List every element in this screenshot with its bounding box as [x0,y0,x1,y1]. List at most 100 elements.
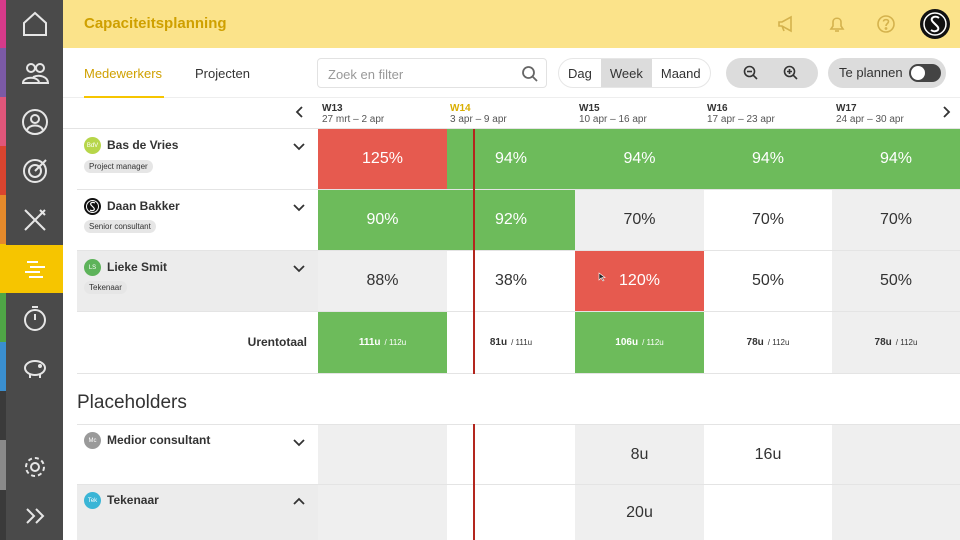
nav-settings[interactable] [6,443,63,491]
chevron-down-icon[interactable] [292,139,306,153]
placeholder-cell[interactable] [704,485,832,540]
search-icon[interactable] [521,65,539,83]
utilization-cell[interactable]: 50% [832,251,960,312]
placeholder-cell[interactable] [447,485,575,540]
utilization-cell[interactable]: 70% [704,190,832,251]
chevron-left-icon[interactable] [292,104,308,120]
week-range: 24 apr – 30 apr [836,114,904,125]
utilization-cell[interactable]: 94% [832,129,960,190]
totals-label: Urentotaal [247,335,307,349]
color-stripe [0,195,6,244]
nav-user[interactable] [6,98,63,146]
employee-name: Lieke Smit [107,260,168,274]
chevron-down-icon[interactable] [292,435,306,449]
week-header: W13 27 mrt – 2 apr W14 3 apr – 9 apr W15… [63,98,960,129]
today-marker [473,424,475,540]
employee-name: Bas de Vries [107,138,179,152]
chevron-right-icon[interactable] [938,104,954,120]
view-mode-switch: Dag Week Maand [558,58,711,88]
utilization-cell[interactable]: 90% [318,190,447,251]
total-cell: 106u/ 112u [575,312,704,374]
logo-icon [923,12,947,36]
week-col-w15: W15 10 apr – 16 apr [579,103,647,126]
color-stripe [0,48,6,97]
avatar: Tek [84,492,101,509]
employee-row-label[interactable]: LS Lieke Smit Tekenaar [77,251,318,312]
utilization-cell[interactable]: 94% [704,129,832,190]
view-month-button[interactable]: Maand [660,65,701,81]
nav-tools[interactable] [6,196,63,244]
utilization-cell[interactable]: 38% [447,251,575,312]
top-header: Capaciteitsplanning [63,0,960,48]
chevron-up-icon[interactable] [292,495,306,509]
placeholder-row-label[interactable]: Tek Tekenaar [77,485,318,540]
planning-icon [24,261,45,278]
account-logo[interactable] [920,9,950,39]
total-capacity: / 111u [511,338,533,347]
placeholder-cell[interactable]: 8u [575,424,704,485]
color-stripe [0,293,6,342]
placeholder-cell[interactable] [318,424,447,485]
total-capacity: / 112u [384,338,407,347]
avatar [84,198,101,215]
placeholder-cell[interactable] [318,485,447,540]
placeholders-heading: Placeholders [77,392,187,413]
utilization-cell[interactable]: 70% [832,190,960,251]
placeholder-row-label[interactable]: Mc Medior consultant [77,424,318,485]
employee-name: Daan Bakker [107,199,180,213]
nav-home[interactable] [6,0,63,48]
total-hours: 106u [615,337,639,348]
nav-finance[interactable] [6,343,63,391]
utilization-cell[interactable]: 88% [318,251,447,312]
expand-icon [25,508,44,524]
placeholder-cell[interactable]: 20u [575,485,704,540]
zoom-out-icon[interactable] [742,64,760,82]
nav-team[interactable] [6,49,63,97]
utilization-cell[interactable]: 125% [318,129,447,190]
stopwatch-icon [23,306,46,331]
utilization-cell[interactable]: 94% [447,129,575,190]
total-capacity: / 112u [642,338,664,347]
utilization-cell[interactable]: 94% [575,129,704,190]
placeholder-name: Tekenaar [107,493,159,507]
tab-projecten[interactable]: Projecten [195,66,250,81]
nav-timer[interactable] [6,294,63,342]
week-code: W14 [450,103,471,114]
employee-row-label[interactable]: BdV Bas de Vries Project manager [77,129,318,190]
logo-icon [86,200,99,213]
te-plannen-toggle[interactable] [909,64,941,82]
zoom-in-icon[interactable] [782,64,800,82]
utilization-cell[interactable]: 70% [575,190,704,251]
gear-icon [24,457,45,477]
search-input[interactable] [328,65,508,83]
help-button[interactable] [875,13,897,35]
notifications-button[interactable] [826,13,848,35]
view-day-button[interactable]: Dag [568,65,592,81]
home-icon [22,11,47,36]
week-range: 10 apr – 16 apr [579,114,647,125]
role-badge: Tekenaar [84,281,127,294]
left-sidebar [0,0,63,540]
chevron-down-icon[interactable] [292,261,306,275]
nav-expand[interactable] [6,492,63,540]
nav-planning[interactable] [6,245,63,293]
tab-medewerkers[interactable]: Medewerkers [84,66,163,81]
placeholder-cell[interactable] [832,485,960,540]
nav-goals[interactable] [6,147,63,195]
view-week-button[interactable]: Week [600,59,652,87]
placeholder-name: Medior consultant [107,433,211,447]
placeholder-cell[interactable]: 16u [704,424,832,485]
employee-row-label[interactable]: Daan Bakker Senior consultant [77,190,318,251]
utilization-cell[interactable]: 92% [447,190,575,251]
tools-icon [23,209,46,231]
color-stripe [0,490,6,540]
announcements-button[interactable] [776,13,798,35]
utilization-cell[interactable]: 50% [704,251,832,312]
placeholder-cell[interactable] [832,424,960,485]
zoom-controls [726,58,818,88]
placeholder-cell[interactable] [447,424,575,485]
chevron-down-icon[interactable] [292,200,306,214]
utilization-cell[interactable]: 120% [575,251,704,312]
week-range: 27 mrt – 2 apr [322,114,385,125]
